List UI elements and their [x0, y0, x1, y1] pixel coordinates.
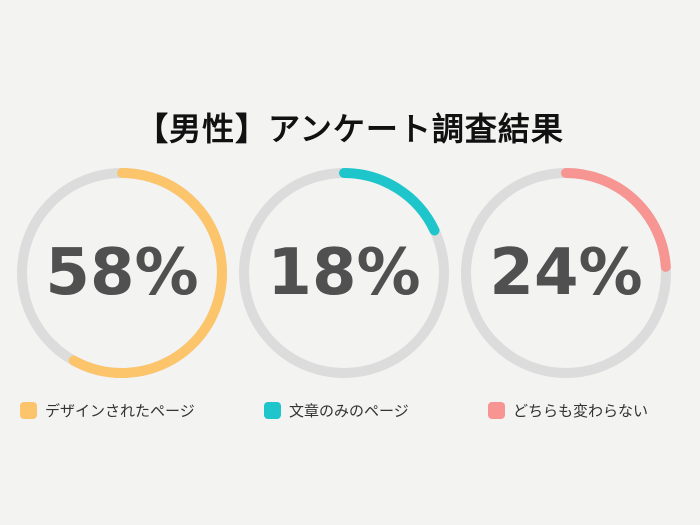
percent-label-text-only: 18%: [267, 236, 421, 310]
ring-arc-text-only: [239, 168, 449, 378]
donut-ring-text-only: [239, 168, 449, 378]
ring-arc-designed: [17, 168, 227, 378]
percent-label-no-difference: 24%: [489, 236, 643, 310]
donut-ring-no-difference: [461, 168, 671, 378]
legend-swatch-designed: [20, 401, 37, 419]
legend-item-designed: デザインされたページ: [20, 399, 195, 421]
donut-chart-no-difference: 24%: [460, 167, 672, 379]
legend-item-text-only: 文章のみのページ: [264, 399, 409, 421]
donut-ring-designed: [17, 168, 227, 378]
legend-label-designed: デザインされたページ: [45, 401, 195, 420]
legend-swatch-no-difference: [488, 401, 505, 419]
page-title: 【男性】アンケート調査結果: [136, 110, 564, 148]
ring-arc-no-difference: [461, 168, 671, 378]
donut-chart-designed: 58%: [16, 167, 228, 379]
legend-item-no-difference: どちらも変わらない: [488, 399, 648, 421]
legend-label-text-only: 文章のみのページ: [289, 401, 409, 420]
legend-swatch-text-only: [264, 401, 281, 419]
percent-label-designed: 58%: [45, 236, 199, 310]
donut-chart-text-only: 18%: [238, 167, 450, 379]
legend-label-no-difference: どちらも変わらない: [513, 401, 649, 420]
